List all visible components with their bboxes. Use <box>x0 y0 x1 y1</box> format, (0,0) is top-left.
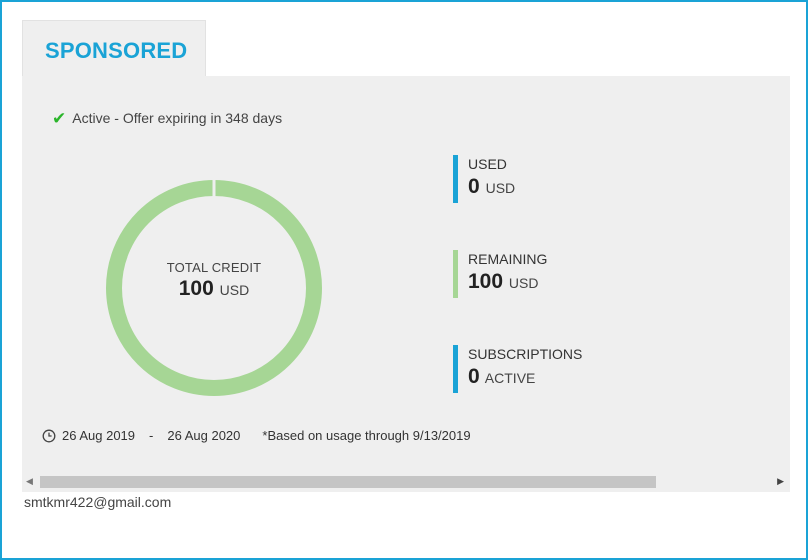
stat-used-unit: USD <box>481 180 516 196</box>
stat-remaining-unit: USD <box>505 275 539 291</box>
scroll-left-arrow-icon[interactable]: ◀ <box>26 476 33 486</box>
tab-sponsored[interactable]: SPONSORED <box>22 20 206 76</box>
stat-subscriptions-amount: 0 <box>468 365 480 388</box>
account-email: smtkmr422@gmail.com <box>24 494 172 510</box>
stat-remaining-bar <box>453 250 458 298</box>
period-separator: - <box>149 428 154 443</box>
stat-subscriptions-title: SUBSCRIPTIONS <box>468 346 583 362</box>
stat-remaining-amount: 100 <box>468 270 504 293</box>
stat-remaining: REMAINING 100 USD <box>453 250 547 300</box>
stat-used: USED 0 USD <box>453 155 515 205</box>
period-start: 26 Aug 2019 <box>62 428 136 443</box>
scrollbar-thumb[interactable] <box>40 476 656 488</box>
tab-label: SPONSORED <box>45 38 188 63</box>
total-credit-amount: 100 <box>178 277 214 300</box>
clock-icon <box>42 429 56 446</box>
usage-note: *Based on usage through 9/13/2019 <box>262 428 471 443</box>
total-credit-unit: USD <box>215 282 250 298</box>
stat-subscriptions-bar <box>453 345 458 393</box>
scroll-right-arrow-icon[interactable]: ▶ <box>777 476 784 486</box>
credit-panel: ✔ Active - Offer expiring in 348 days TOT… <box>22 76 790 492</box>
stat-used-title: USED <box>468 156 507 172</box>
offer-status-text: Active - Offer expiring in 348 days <box>72 110 283 126</box>
total-credit-value: 100 USD <box>104 277 324 301</box>
billing-period: 26 Aug 2019-26 Aug 2020 *Based on usage t… <box>42 428 471 446</box>
donut-center: TOTAL CREDIT 100 USD <box>104 260 324 301</box>
check-icon: ✔ <box>52 109 67 128</box>
offer-status: ✔ Active - Offer expiring in 348 days <box>52 109 282 129</box>
stat-subscriptions-unit: ACTIVE <box>481 370 536 386</box>
total-credit-donut: TOTAL CREDIT 100 USD <box>104 178 324 398</box>
stat-subscriptions: SUBSCRIPTIONS 0 ACTIVE <box>453 345 582 395</box>
stat-used-bar <box>453 155 458 203</box>
stat-remaining-value: 100 USD <box>468 270 547 294</box>
donut-chart <box>106 179 322 396</box>
total-credit-label: TOTAL CREDIT <box>166 260 262 275</box>
period-end: 26 Aug 2020 <box>167 428 241 443</box>
stat-used-value: 0 USD <box>468 175 515 199</box>
stat-remaining-title: REMAINING <box>468 251 548 267</box>
stat-used-amount: 0 <box>468 175 480 198</box>
horizontal-scrollbar[interactable]: ◀ ▶ <box>22 474 790 492</box>
stat-subscriptions-value: 0 ACTIVE <box>468 365 582 389</box>
